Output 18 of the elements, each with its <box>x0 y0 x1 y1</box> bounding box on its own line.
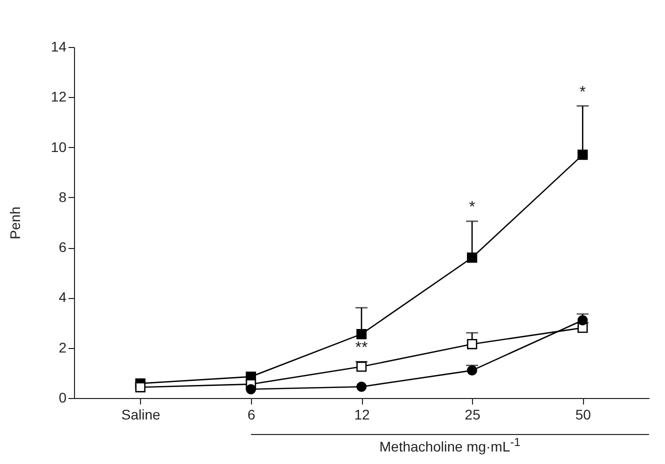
y-tick-label: 12 <box>50 88 67 105</box>
y-tick-label: 2 <box>58 339 67 356</box>
y-tick-label: 4 <box>58 289 67 306</box>
annotation: * <box>468 199 476 216</box>
y-tick-label: 8 <box>58 188 67 205</box>
y-tick-label: 0 <box>58 390 67 406</box>
y-tick-label: 10 <box>50 138 67 155</box>
y-tick-label: 6 <box>58 239 67 256</box>
annotation: ** <box>355 340 368 357</box>
x-tick-label: 6 <box>248 406 256 422</box>
y-axis-title: Penh <box>6 206 23 240</box>
x-tick-label: 25 <box>464 406 481 422</box>
x-tick-label: Saline <box>121 406 161 422</box>
x-tick-label: 12 <box>354 406 370 422</box>
x-tick-label: 50 <box>575 406 592 422</box>
y-tick-label: 14 <box>50 38 67 54</box>
annotation: * <box>580 84 586 101</box>
x-axis-title: Methacholine mg·mL$^{-1}$ <box>379 436 521 455</box>
